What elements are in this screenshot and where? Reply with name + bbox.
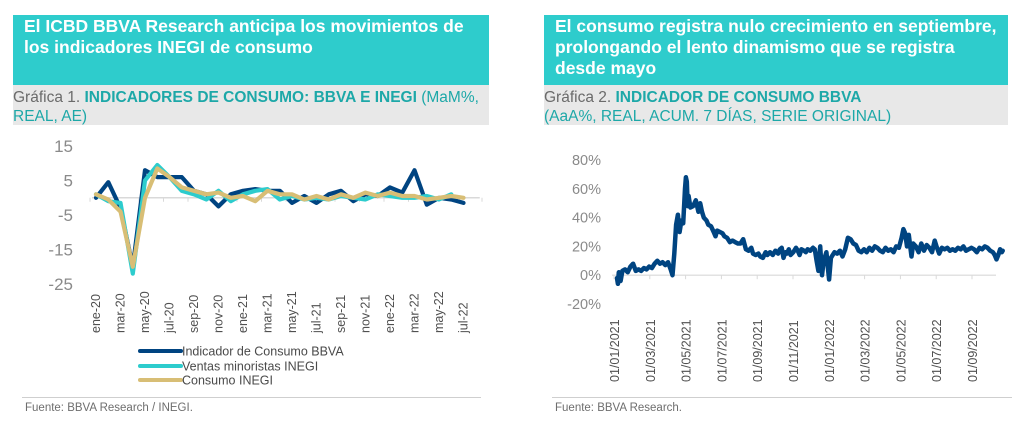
y-tick-label: 5	[64, 172, 73, 191]
x-tick-label: mar-22	[408, 293, 422, 333]
left-chart-title: INDICADORES DE CONSUMO: BBVA E INEGI	[84, 89, 417, 106]
right-source-divider	[552, 397, 1012, 398]
x-tick-label: 01/07/2022	[930, 319, 944, 382]
y-tick-label: -20%	[567, 297, 601, 313]
right-chart-units: (AaA%, REAL, ACUM. 7 DÍAS, SERIE ORIGINA…	[544, 108, 892, 125]
x-tick-label: 01/09/2021	[751, 319, 765, 382]
x-tick-label: jul-22	[457, 302, 471, 334]
x-tick-label: sep-20	[187, 295, 201, 333]
left-panel: El ICBD BBVA Research anticipa los movim…	[13, 15, 489, 125]
series-line-2	[93, 166, 466, 269]
right-banner-title: El consumo registra nulo crecimiento en …	[544, 15, 1008, 85]
x-tick-label: ene-21	[236, 294, 250, 333]
series-line-1	[93, 162, 454, 276]
right-source-note: Fuente: BBVA Research.	[555, 402, 682, 414]
x-tick-label: ene-22	[383, 294, 397, 333]
x-tick-label: 01/05/2021	[680, 319, 694, 382]
x-tick-label: mar-21	[261, 293, 275, 333]
y-tick-label: 60%	[572, 182, 601, 198]
left-source-divider	[22, 397, 481, 398]
right-panel: El consumo registra nulo crecimiento en …	[544, 15, 1008, 125]
x-tick-label: 01/01/2022	[823, 319, 837, 382]
x-tick-label: 01/07/2021	[715, 319, 729, 382]
x-tick-label: nov-21	[359, 295, 373, 333]
right-chart-subtitle: Gráfica 2. INDICADOR DE CONSUMO BBVA (AaA…	[544, 85, 1008, 125]
y-tick-label: -5	[58, 206, 73, 225]
legend-label: Indicador de Consumo BBVA	[182, 345, 344, 359]
x-tick-label: 01/05/2022	[894, 319, 908, 382]
left-chart-units: (MaM%, REAL, AE)	[13, 89, 479, 125]
x-tick-label: may-21	[285, 291, 299, 333]
y-tick-label: 0%	[580, 268, 601, 284]
legend-label: Consumo INEGI	[182, 374, 273, 388]
left-chart-number: Gráfica 1.	[13, 89, 85, 106]
x-tick-label: may-22	[432, 291, 446, 333]
right-chart-title: INDICADOR DE CONSUMO BBVA	[615, 89, 862, 106]
y-tick-label: 20%	[572, 239, 601, 255]
x-tick-label: mar-20	[114, 293, 128, 333]
x-tick-label: 01/03/2022	[859, 319, 873, 382]
y-tick-label: 15	[54, 137, 73, 156]
x-tick-label: sep-21	[334, 295, 348, 333]
x-tick-label: may-20	[138, 291, 152, 333]
chart-indicadores-consumo: 15 5 -5 -15 -25 ene-20 mar-20 may-20 jul-20 sep-2…	[48, 137, 483, 388]
y-tick-label: 40%	[572, 211, 601, 227]
left-chart-subtitle: Gráfica 1. INDICADORES DE CONSUMO: BBVA …	[13, 85, 489, 125]
x-tick-label: 01/03/2021	[644, 319, 658, 382]
series-line-bbva	[614, 175, 1005, 287]
x-tick-label: 01/09/2022	[966, 319, 980, 382]
left-banner-title: El ICBD BBVA Research anticipa los movim…	[13, 15, 489, 85]
left-source-note: Fuente: BBVA Research / INEGI.	[25, 402, 193, 414]
y-tick-label: -15	[48, 241, 73, 260]
x-tick-label: 01/11/2021	[787, 320, 801, 382]
right-chart-number: Gráfica 2.	[544, 89, 616, 106]
x-tick-label: ene-20	[89, 294, 103, 333]
chart-indicador-consumo-bbva: 80% 60% 40% 20% 0% -20% 01/01/2021 01/03/2021 01…	[567, 153, 1005, 382]
x-tick-label: 01/01/2021	[608, 319, 622, 382]
y-tick-label: -25	[48, 275, 73, 294]
y-tick-label: 80%	[572, 153, 601, 169]
x-tick-label: jul-20	[163, 302, 177, 334]
x-tick-label: nov-20	[212, 295, 226, 333]
x-tick-label: jul-21	[310, 302, 324, 334]
series-line-0	[93, 168, 466, 269]
legend-label: Ventas minoristas INEGI	[182, 360, 318, 374]
